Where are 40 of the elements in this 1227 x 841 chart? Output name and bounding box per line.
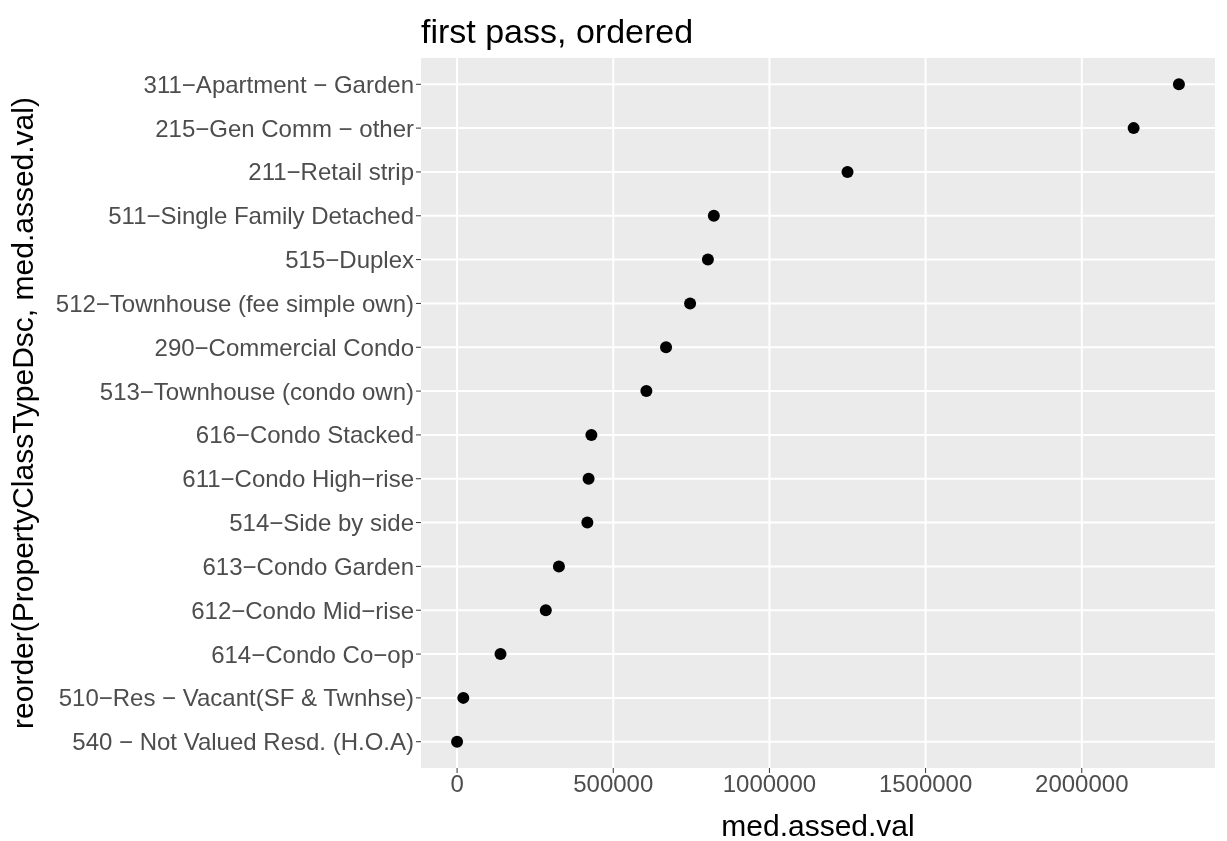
x-tick-label: 0	[450, 770, 464, 798]
point	[581, 516, 594, 529]
point	[494, 648, 507, 661]
y-tick-label: 616−Condo Stacked	[195, 421, 414, 449]
y-tick-label: 614−Condo Co−op	[211, 640, 414, 668]
point	[552, 560, 565, 573]
point	[707, 209, 720, 222]
x-tick-label: 1500000	[878, 770, 973, 798]
y-tick-label: 511−Single Family Detached	[108, 202, 414, 230]
point	[451, 735, 464, 748]
point	[640, 385, 653, 398]
y-tick-label: 613−Condo Garden	[202, 552, 414, 580]
point	[684, 297, 697, 310]
y-tick-label: 311−Apartment − Garden	[143, 70, 414, 98]
y-tick-label: 611−Condo High−rise	[182, 465, 414, 493]
point	[1172, 78, 1185, 91]
y-tick-label: 512−Townhouse (fee simple own)	[55, 289, 414, 317]
y-tick-label: 513−Townhouse (condo own)	[99, 377, 414, 405]
chart-title: first pass, ordered	[421, 12, 694, 51]
y-tick-label: 540 − Not Valued Resd. (H.O.A)	[72, 728, 414, 756]
y-tick-label: 211−Retail strip	[248, 158, 414, 186]
point	[457, 691, 470, 704]
point	[660, 341, 673, 354]
x-axis-title: med.assed.val	[721, 809, 915, 841]
y-tick-label: 515−Duplex	[285, 246, 414, 274]
x-tick-label: 2000000	[1035, 770, 1129, 798]
point	[701, 253, 714, 266]
x-tick-label: 1000000	[722, 770, 817, 798]
point	[1127, 122, 1140, 135]
y-tick-label: 215−Gen Comm − other	[155, 114, 414, 142]
point	[582, 472, 595, 485]
y-tick-label: 612−Condo Mid−rise	[191, 596, 414, 624]
y-tick-label: 290−Commercial Condo	[154, 333, 414, 361]
x-tick-label: 500000	[573, 770, 654, 798]
point	[841, 165, 854, 178]
y-tick-label: 510−Res − Vacant(SF & Twnhse)	[58, 684, 414, 712]
point	[539, 604, 552, 617]
y-axis-title: reorder(PropertyClassTypeDsc, med.assed.val)	[5, 97, 39, 729]
point	[585, 428, 598, 441]
y-tick-label: 514−Side by side	[229, 509, 414, 537]
